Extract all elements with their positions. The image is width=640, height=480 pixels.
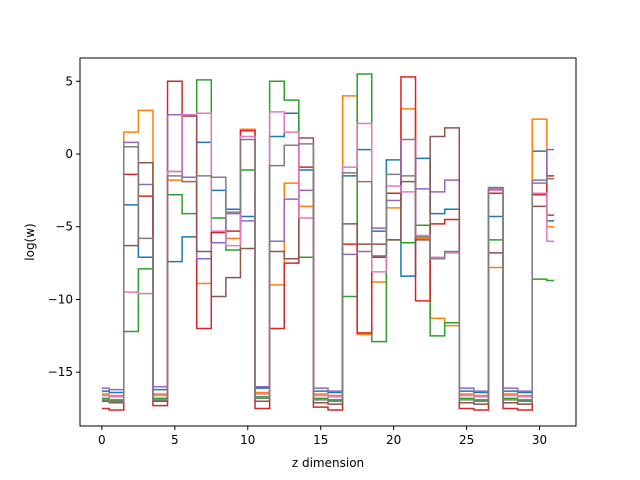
x-axis-label: z dimension xyxy=(292,456,364,470)
x-tick-label: 10 xyxy=(240,433,255,447)
x-tick-label: 5 xyxy=(171,433,179,447)
y-tick-label: 5 xyxy=(65,74,73,88)
y-tick-label: 0 xyxy=(65,147,73,161)
x-tick-label: 0 xyxy=(98,433,106,447)
y-tick-label: −10 xyxy=(48,292,73,306)
series-line-4 xyxy=(101,76,555,411)
x-tick-label: 20 xyxy=(386,433,401,447)
x-tick-label: 25 xyxy=(459,433,474,447)
x-tick-label: 30 xyxy=(532,433,547,447)
series-layer xyxy=(101,73,555,411)
series-line-5 xyxy=(101,113,555,392)
y-tick-label: −5 xyxy=(55,220,73,234)
y-axis-label: log(w) xyxy=(23,223,37,260)
y-axis: −15 −10 −5 0 5 xyxy=(48,74,80,379)
series-line-7 xyxy=(101,111,555,398)
x-axis: 0 5 10 15 20 25 30 xyxy=(98,426,547,447)
y-tick-label: −15 xyxy=(48,365,73,379)
plot-frame xyxy=(79,57,577,427)
series-line-8 xyxy=(101,138,555,403)
x-tick-label: 15 xyxy=(313,433,328,447)
